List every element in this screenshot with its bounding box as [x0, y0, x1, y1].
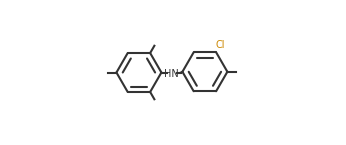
Text: Cl: Cl — [216, 40, 225, 50]
Text: HN: HN — [164, 69, 179, 79]
